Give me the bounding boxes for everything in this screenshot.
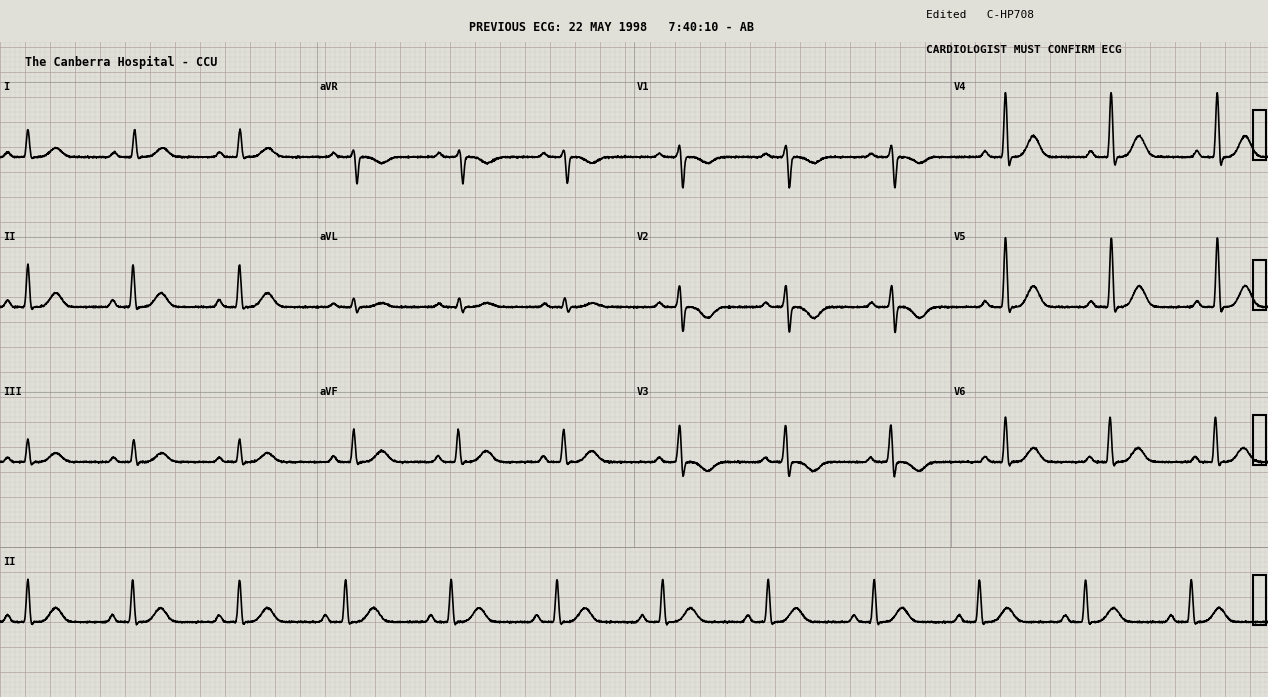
Text: V2: V2	[637, 232, 649, 242]
Text: V6: V6	[954, 387, 966, 397]
Bar	[1253, 575, 1265, 625]
Text: I: I	[3, 82, 9, 92]
Text: V5: V5	[954, 232, 966, 242]
Text: aVF: aVF	[320, 387, 339, 397]
Bar	[1253, 260, 1265, 310]
Text: III: III	[3, 387, 22, 397]
Bar	[1253, 415, 1265, 465]
Text: PREVIOUS ECG: 22 MAY 1998   7:40:10 - AB: PREVIOUS ECG: 22 MAY 1998 7:40:10 - AB	[469, 21, 754, 34]
Text: V3: V3	[637, 387, 649, 397]
Text: V4: V4	[954, 82, 966, 92]
Text: aVR: aVR	[320, 82, 339, 92]
Text: The Canberra Hospital - CCU: The Canberra Hospital - CCU	[25, 56, 218, 69]
Text: aVL: aVL	[320, 232, 339, 242]
Text: II: II	[3, 232, 15, 242]
Text: V1: V1	[637, 82, 649, 92]
Text: II: II	[3, 557, 15, 567]
Bar	[1253, 110, 1265, 160]
Text: Edited   C-HP708: Edited C-HP708	[926, 10, 1033, 20]
Text: CARDIOLOGIST MUST CONFIRM ECG: CARDIOLOGIST MUST CONFIRM ECG	[926, 45, 1121, 55]
